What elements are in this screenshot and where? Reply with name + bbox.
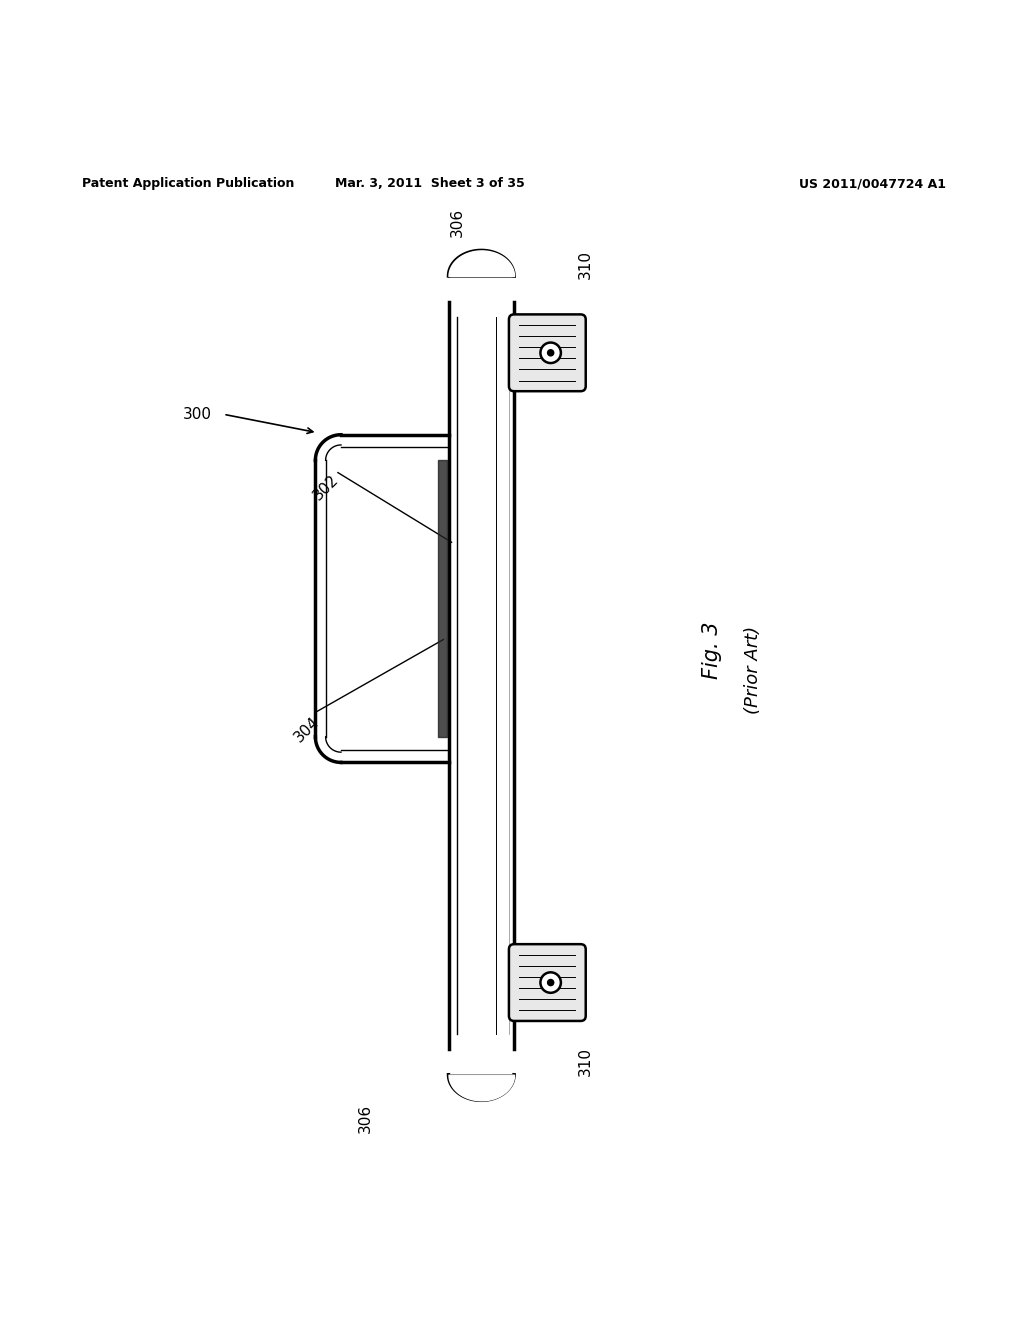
Text: Fig. 3: Fig. 3 bbox=[701, 620, 722, 678]
Circle shape bbox=[548, 979, 554, 986]
Text: Mar. 3, 2011  Sheet 3 of 35: Mar. 3, 2011 Sheet 3 of 35 bbox=[335, 177, 525, 190]
Text: 304: 304 bbox=[292, 714, 323, 746]
Text: 310: 310 bbox=[579, 1047, 593, 1076]
Text: Patent Application Publication: Patent Application Publication bbox=[82, 177, 294, 190]
Text: 300: 300 bbox=[183, 407, 212, 422]
Circle shape bbox=[548, 350, 554, 356]
Text: 302: 302 bbox=[310, 473, 341, 503]
Text: 306: 306 bbox=[358, 1104, 373, 1133]
Text: 308: 308 bbox=[550, 351, 565, 380]
FancyBboxPatch shape bbox=[509, 944, 586, 1020]
Text: 310: 310 bbox=[579, 249, 593, 279]
Circle shape bbox=[541, 973, 561, 993]
Text: US 2011/0047724 A1: US 2011/0047724 A1 bbox=[799, 177, 946, 190]
Text: 308: 308 bbox=[550, 953, 565, 982]
FancyBboxPatch shape bbox=[509, 314, 586, 391]
Text: 306: 306 bbox=[451, 209, 465, 238]
Circle shape bbox=[541, 343, 561, 363]
Text: (Prior Art): (Prior Art) bbox=[743, 626, 762, 714]
